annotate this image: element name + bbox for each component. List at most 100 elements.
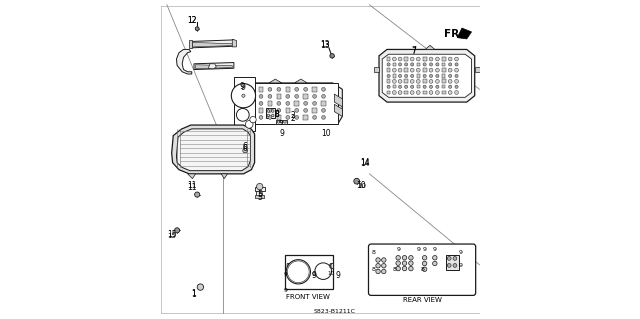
Circle shape — [277, 87, 281, 91]
Bar — [387, 91, 390, 94]
Circle shape — [330, 264, 331, 265]
Text: 12: 12 — [188, 16, 197, 25]
Bar — [268, 101, 272, 106]
Circle shape — [381, 269, 386, 274]
Circle shape — [376, 258, 380, 262]
Polygon shape — [287, 263, 294, 268]
Polygon shape — [209, 64, 216, 69]
Circle shape — [245, 121, 253, 128]
Circle shape — [330, 54, 334, 58]
Polygon shape — [242, 145, 249, 148]
Polygon shape — [194, 63, 234, 70]
Circle shape — [304, 87, 308, 91]
Bar — [294, 101, 299, 106]
Circle shape — [392, 68, 396, 72]
Polygon shape — [330, 263, 333, 268]
Text: 9: 9 — [311, 271, 316, 280]
Circle shape — [259, 115, 263, 119]
Circle shape — [404, 74, 408, 78]
Bar — [404, 91, 408, 94]
Bar — [387, 68, 390, 72]
Bar — [303, 115, 308, 120]
Bar — [285, 108, 290, 113]
Bar — [312, 108, 317, 113]
Text: 2: 2 — [291, 114, 295, 122]
Text: 11: 11 — [187, 181, 196, 189]
Circle shape — [455, 85, 458, 88]
Text: 11: 11 — [187, 183, 196, 192]
Text: 7: 7 — [412, 46, 417, 55]
Polygon shape — [334, 94, 342, 107]
Circle shape — [304, 108, 308, 112]
Circle shape — [403, 256, 407, 260]
Circle shape — [295, 108, 299, 112]
Polygon shape — [177, 129, 250, 171]
Circle shape — [392, 91, 396, 94]
Bar — [292, 264, 293, 267]
Text: 15: 15 — [167, 230, 177, 239]
Circle shape — [392, 57, 396, 61]
Bar — [417, 63, 420, 66]
Bar — [442, 57, 445, 61]
Bar — [393, 63, 396, 66]
Circle shape — [411, 85, 414, 88]
Circle shape — [404, 85, 408, 88]
Circle shape — [284, 121, 286, 123]
Circle shape — [417, 68, 420, 72]
Circle shape — [286, 94, 290, 98]
Circle shape — [448, 91, 452, 94]
Circle shape — [403, 261, 407, 265]
Circle shape — [448, 57, 452, 61]
Circle shape — [387, 85, 390, 88]
Text: 8: 8 — [372, 267, 376, 272]
Circle shape — [436, 85, 439, 88]
Bar — [387, 57, 390, 61]
Circle shape — [433, 256, 437, 260]
Circle shape — [268, 87, 272, 91]
Polygon shape — [425, 45, 435, 49]
Circle shape — [268, 115, 272, 119]
Text: 2: 2 — [291, 111, 295, 120]
Bar — [422, 79, 426, 83]
Circle shape — [195, 192, 200, 197]
Text: 9: 9 — [422, 247, 427, 252]
Circle shape — [410, 68, 414, 72]
Polygon shape — [189, 40, 193, 48]
Text: 8: 8 — [372, 249, 376, 255]
Circle shape — [409, 266, 413, 271]
Circle shape — [453, 263, 457, 267]
Text: FRONT VIEW: FRONT VIEW — [286, 294, 330, 300]
Circle shape — [277, 121, 280, 123]
Text: 8: 8 — [420, 267, 424, 272]
Polygon shape — [255, 195, 264, 198]
Circle shape — [286, 115, 290, 119]
Circle shape — [267, 114, 269, 117]
Text: 1: 1 — [191, 289, 196, 298]
Circle shape — [197, 284, 204, 290]
Bar — [287, 264, 289, 267]
Text: 13: 13 — [320, 40, 330, 49]
Circle shape — [454, 91, 458, 94]
Circle shape — [399, 63, 402, 66]
Circle shape — [271, 110, 274, 112]
Text: 8: 8 — [393, 267, 397, 272]
Circle shape — [396, 256, 401, 260]
Bar — [321, 101, 326, 106]
Bar — [442, 91, 445, 94]
Circle shape — [454, 57, 458, 61]
Circle shape — [330, 266, 331, 268]
Text: 8: 8 — [275, 110, 279, 119]
Circle shape — [411, 74, 414, 78]
Circle shape — [376, 269, 380, 274]
Text: 9: 9 — [458, 263, 462, 268]
Circle shape — [454, 79, 458, 83]
Text: 14: 14 — [360, 159, 369, 168]
Circle shape — [429, 57, 433, 61]
Text: 15: 15 — [167, 233, 176, 239]
Circle shape — [398, 68, 402, 72]
Circle shape — [417, 91, 420, 94]
Bar — [442, 63, 445, 66]
Circle shape — [396, 261, 401, 265]
Circle shape — [387, 63, 390, 66]
Text: 9: 9 — [241, 83, 245, 92]
